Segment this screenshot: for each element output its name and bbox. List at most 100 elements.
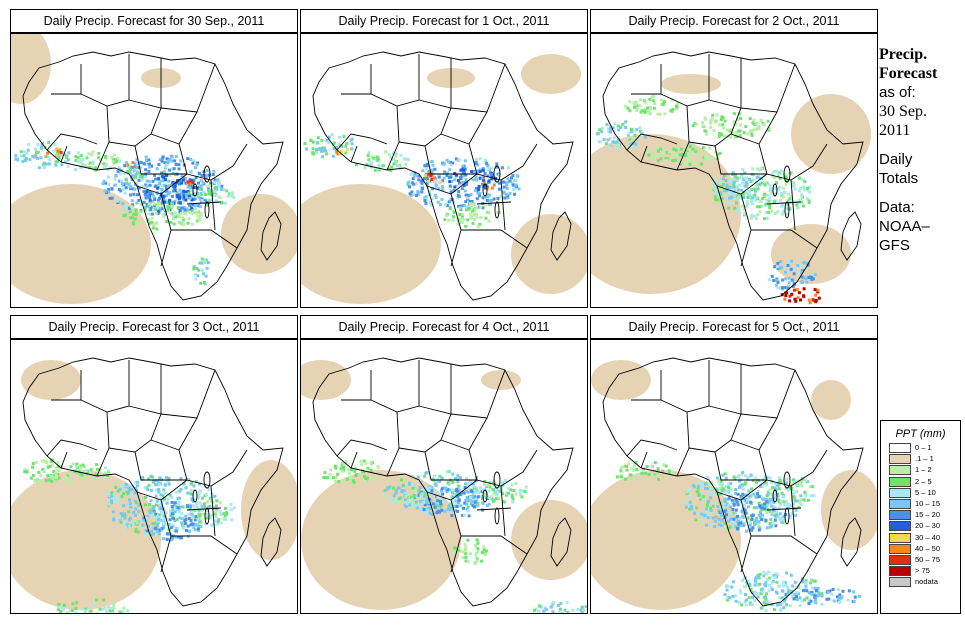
- country-border: [370, 360, 420, 413]
- country-border: [134, 145, 187, 175]
- country-border: [468, 143, 538, 181]
- madagascar-coastline: [550, 211, 572, 261]
- sidebar-title-line2: Forecast: [879, 65, 938, 82]
- legend-label: 0 – 1: [915, 443, 932, 452]
- data-source-line3: GFS: [879, 237, 910, 254]
- country-border: [626, 439, 678, 457]
- country-border: [476, 507, 512, 511]
- africa-precip-map: [301, 357, 587, 613]
- country-border: [160, 193, 238, 249]
- legend-title: PPT (mm): [895, 428, 946, 440]
- legend-item: 20 – 30: [889, 521, 960, 532]
- country-border: [740, 63, 796, 113]
- country-border: [740, 369, 796, 419]
- light-precip-area: [11, 34, 51, 104]
- country-border: [714, 145, 767, 175]
- data-source-line1: Data:: [879, 199, 915, 216]
- country-border: [370, 54, 420, 107]
- light-precip-area: [591, 134, 741, 294]
- panel-title: Daily Precip. Forecast for 4 Oct., 2011: [300, 315, 588, 339]
- legend-label: nodata: [915, 577, 938, 587]
- legend-item: nodata: [889, 577, 960, 588]
- light-precip-area: [11, 184, 151, 304]
- country-border: [160, 499, 238, 555]
- sidebar-title-line1: Precip.: [879, 46, 928, 63]
- light-precip-area: [511, 214, 587, 294]
- legend-item: .1 – 1: [889, 454, 960, 465]
- madagascar-coastline: [260, 211, 282, 261]
- country-border: [660, 54, 710, 107]
- precip-map: [300, 339, 588, 614]
- country-border: [210, 179, 216, 231]
- country-border: [210, 485, 216, 537]
- legend-item: 50 – 75: [889, 554, 960, 566]
- country-border: [450, 193, 528, 249]
- legend-item: 0 – 1: [889, 443, 960, 454]
- country-border: [46, 439, 98, 457]
- country-border: [660, 360, 710, 413]
- light-precip-area: [521, 54, 581, 94]
- country-border: [450, 535, 462, 573]
- legend-swatch: [889, 443, 911, 453]
- country-border: [631, 64, 662, 95]
- country-border: [688, 107, 742, 147]
- light-precip-area: [241, 460, 297, 560]
- country-border: [424, 451, 477, 481]
- country-border: [46, 133, 98, 151]
- country-border: [80, 360, 130, 413]
- country-border: [160, 369, 216, 419]
- country-border: [688, 413, 742, 453]
- country-border: [80, 54, 130, 107]
- country-border: [51, 64, 82, 95]
- lake-outline: [784, 507, 790, 525]
- legend-item: 15 – 20: [889, 510, 960, 521]
- legend-swatch: [889, 465, 911, 476]
- legend-swatch: [889, 543, 911, 554]
- light-precip-area: [21, 360, 81, 400]
- forecast-panel-4oct: Daily Precip. Forecast for 4 Oct., 2011: [300, 315, 588, 614]
- legend-swatch: [889, 510, 911, 521]
- light-precip-area: [301, 360, 351, 400]
- legend-swatch: [889, 521, 911, 532]
- country-border: [640, 451, 648, 469]
- lake-outline: [494, 507, 500, 525]
- lake-outline: [493, 471, 501, 489]
- legend-label: 15 – 20: [915, 510, 941, 520]
- legend-item: > 75: [889, 566, 960, 577]
- legend-swatch: [889, 487, 911, 498]
- country-border: [676, 411, 690, 477]
- country-border: [96, 411, 110, 477]
- country-border: [640, 145, 648, 163]
- panel-title: Daily Precip. Forecast for 1 Oct., 2011: [300, 9, 588, 33]
- forecast-panel-1oct: Daily Precip. Forecast for 1 Oct., 2011: [300, 9, 588, 308]
- country-border: [96, 105, 110, 171]
- precip-map: [590, 33, 878, 308]
- precip-map: [300, 33, 588, 308]
- legend-label: 30 – 40: [915, 532, 941, 542]
- panel-title: Daily Precip. Forecast for 3 Oct., 2011: [10, 315, 298, 339]
- forecast-panel-30sep: Daily Precip. Forecast for 30 Sep., 2011: [10, 9, 298, 308]
- light-precip-area: [811, 380, 851, 420]
- country-border: [424, 145, 477, 175]
- country-border: [160, 229, 172, 267]
- legend-label: > 75: [915, 566, 930, 576]
- africa-precip-map: [301, 51, 587, 304]
- forecast-panel-5oct: Daily Precip. Forecast for 5 Oct., 2011: [590, 315, 878, 614]
- country-border: [386, 411, 400, 477]
- legend-item: 40 – 50: [889, 543, 960, 555]
- country-border: [60, 451, 68, 469]
- legend-swatch: [889, 554, 911, 565]
- madagascar-coastline: [840, 517, 862, 567]
- asof-label: as of:: [879, 84, 916, 101]
- light-precip-area: [821, 470, 877, 550]
- africa-precip-map: [591, 51, 871, 305]
- lake-outline: [783, 471, 791, 489]
- legend-swatch: [889, 498, 911, 509]
- country-border: [134, 451, 187, 481]
- light-precip-area: [511, 500, 587, 580]
- panel-title: Daily Precip. Forecast for 5 Oct., 2011: [590, 315, 878, 339]
- forecast-panel-3oct: Daily Precip. Forecast for 3 Oct., 2011: [10, 315, 298, 614]
- country-border: [790, 485, 796, 537]
- country-border: [341, 64, 372, 95]
- country-border: [178, 449, 248, 487]
